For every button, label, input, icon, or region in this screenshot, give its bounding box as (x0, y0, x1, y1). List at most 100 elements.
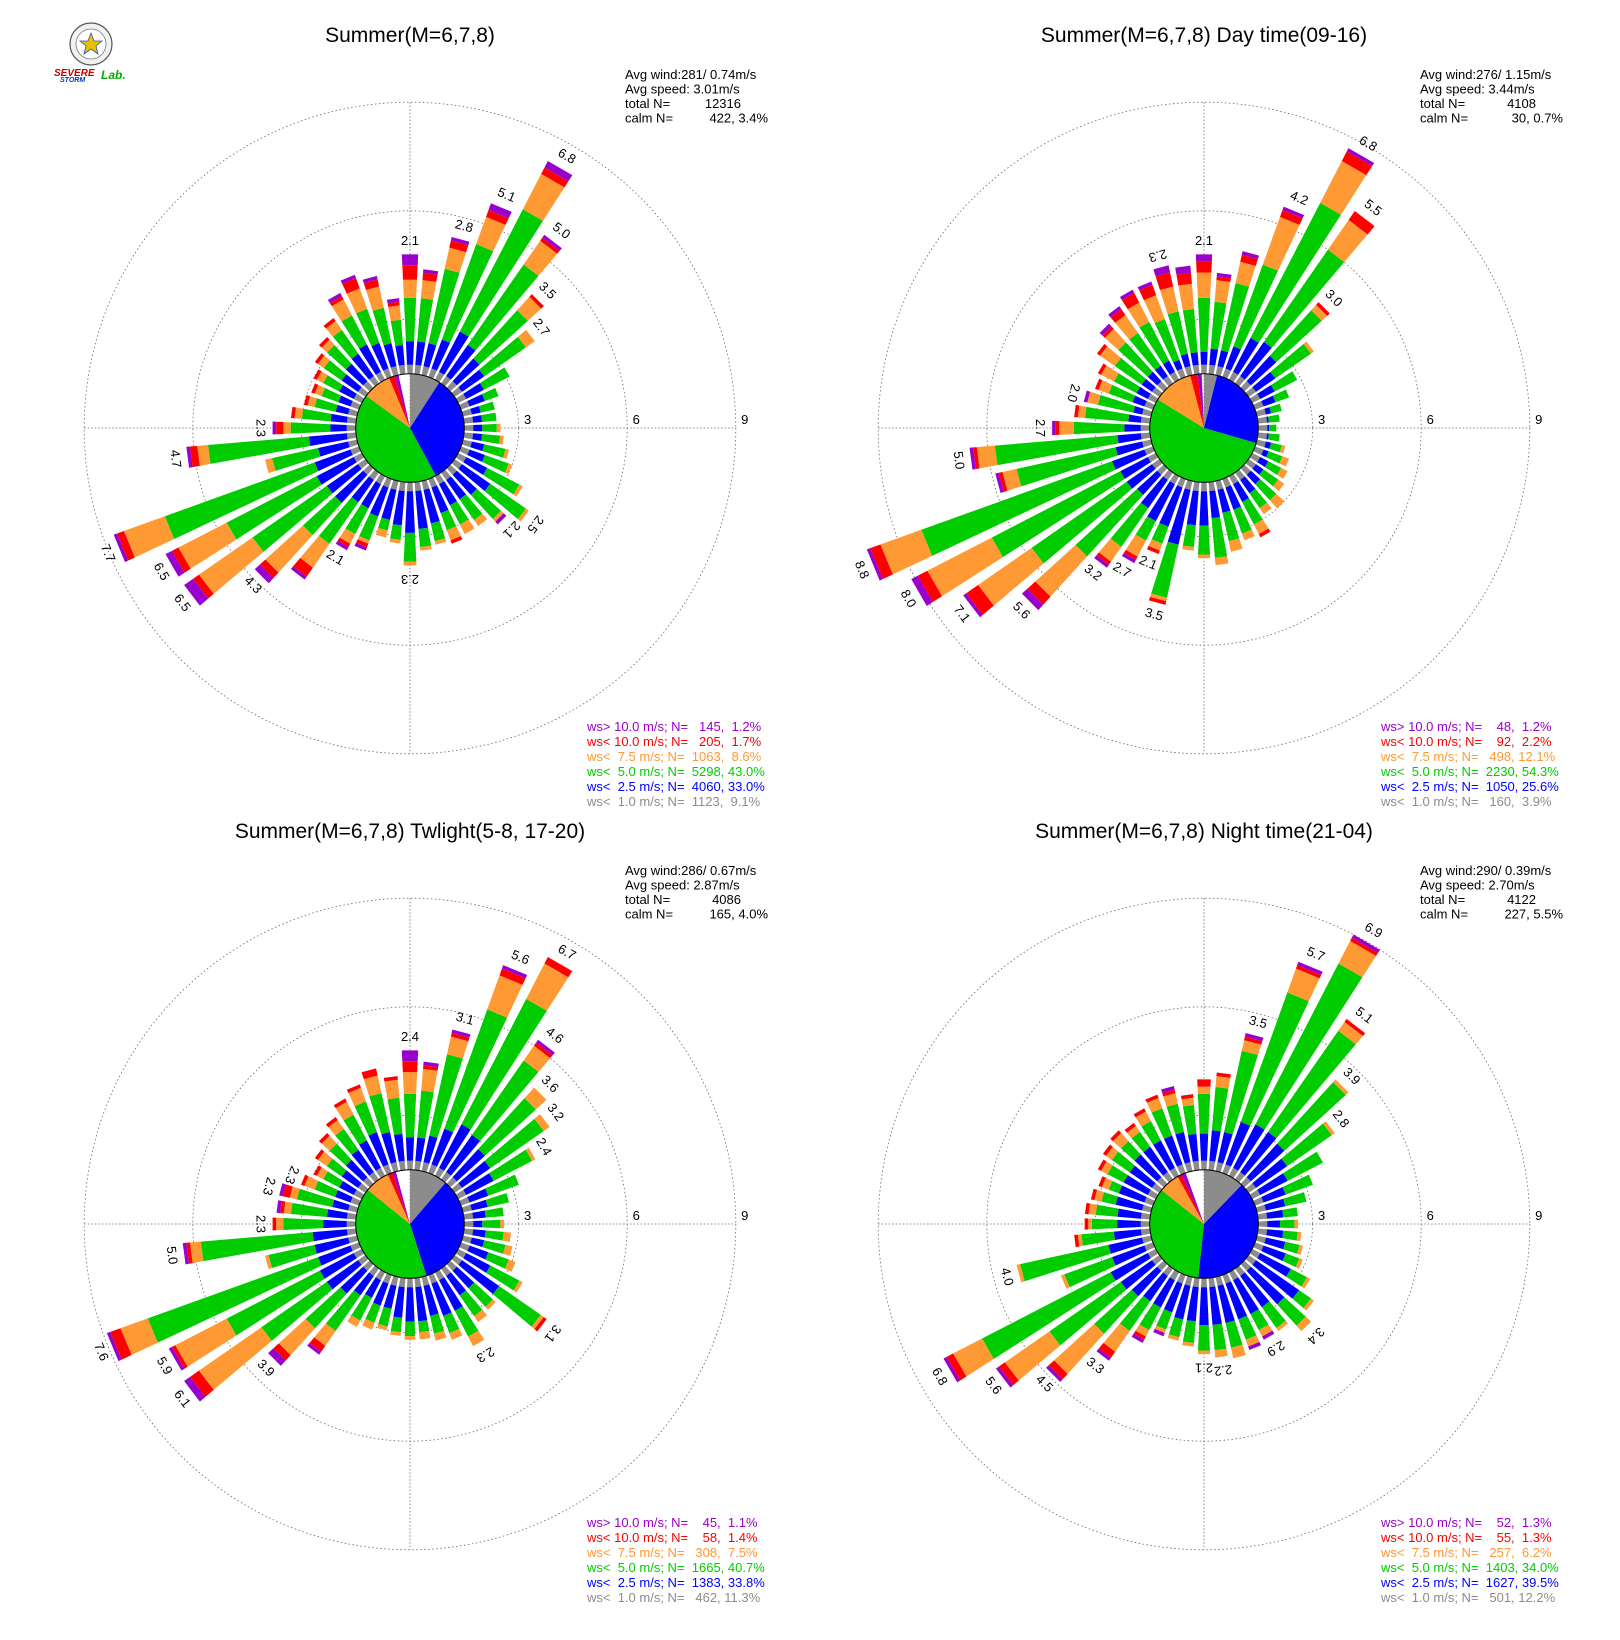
bar-segment-green (467, 264, 539, 351)
bar-segment-gray (1177, 1164, 1186, 1175)
bar-segment-green (1211, 517, 1228, 558)
hub-slice-gray (410, 1169, 446, 1224)
bar-segment-red (313, 1165, 322, 1176)
bar-segment-orange (1303, 1298, 1314, 1311)
bar-segment-blue (1233, 1277, 1259, 1315)
bar-segment-orange (504, 1259, 516, 1272)
bar-segment-orange (403, 561, 417, 566)
bar-segment-orange (503, 1244, 513, 1256)
bar-segment-green (478, 401, 495, 413)
bar-segment-blue (452, 1149, 485, 1182)
stats-value: 4086 (712, 892, 741, 907)
bar-segment-gray (375, 1167, 386, 1179)
bar-segment-orange (1228, 538, 1243, 552)
bar-segment-blue (1147, 371, 1162, 386)
bar-segment-orange (517, 329, 535, 348)
bar-segment-green (261, 1281, 333, 1341)
bar-segment-green (1269, 310, 1322, 363)
bar-segment-green (1283, 1151, 1324, 1181)
bar-segment-orange (1125, 534, 1146, 557)
bar-segment-orange (1087, 391, 1101, 405)
bar-segment-red (486, 210, 509, 225)
bar-segment-gray (1245, 1183, 1257, 1194)
bar-segment-purple (1021, 588, 1044, 611)
bar-segment-orange (328, 1119, 344, 1136)
bar-segment-orange (1245, 1335, 1260, 1347)
bar-segment-gray (1249, 452, 1261, 463)
stats-line: calm N= (625, 907, 673, 922)
bar-segment-orange (1297, 1244, 1304, 1255)
bar-segment-green (1268, 433, 1280, 442)
bar-segment-orange (499, 435, 504, 445)
bar-segment-gray (1144, 1242, 1155, 1251)
bar-segment-gray (383, 477, 392, 488)
bar-segment-red (544, 957, 573, 978)
bar-segment-orange (321, 1135, 337, 1151)
bar-segment-green (272, 448, 321, 471)
bar-segment-green (1094, 1289, 1139, 1334)
bar-segment-gray (414, 1160, 422, 1171)
bar-segment-red (171, 547, 191, 573)
bar-segment-orange (1099, 346, 1122, 367)
bar-segment-green (459, 209, 543, 337)
bar-segment-orange (389, 538, 401, 544)
bar-segment-blue (1267, 1220, 1280, 1228)
bar-segment-blue (1147, 481, 1175, 522)
bar-segment-blue (341, 374, 362, 392)
bar-segment-orange (402, 1072, 418, 1094)
bar-segment-blue (1266, 433, 1269, 440)
bar-segment-green (481, 434, 501, 445)
bar-segment-blue (338, 395, 353, 407)
bar-segment-green (484, 483, 526, 520)
legend-entry-red: ws< 10.0 m/s; N= 58, 1.4% (586, 1530, 758, 1545)
bar-segment-orange (421, 1068, 438, 1093)
bar-segment-blue (371, 342, 389, 371)
bar-segment-orange (384, 1079, 400, 1100)
bar-segment-blue (1190, 352, 1199, 366)
bar-segment-gray (1157, 1177, 1168, 1188)
bar-segment-green (1277, 1082, 1346, 1151)
bar-segment-gray (1234, 469, 1245, 481)
bar-segment-orange (283, 422, 291, 434)
bar-segment-orange (1333, 1079, 1349, 1095)
bar-segment-orange (339, 528, 356, 544)
bar-segment-blue (463, 383, 484, 399)
bar-segment-green (1240, 992, 1309, 1126)
bar-segment-green (428, 268, 460, 346)
bar-segment-gray (461, 439, 472, 448)
bar-segment-orange (1127, 302, 1150, 328)
bar-segment-gray (363, 464, 374, 475)
bar-segment-blue (1240, 476, 1256, 494)
bar-segment-gray (455, 452, 467, 463)
bar-segment-orange (1135, 1324, 1150, 1337)
bar-segment-purple (1052, 420, 1056, 436)
bar-segment-red (309, 1337, 326, 1352)
bar-segment-orange (1322, 1121, 1335, 1136)
bar-segment-orange (375, 528, 388, 538)
bar-segment-blue (368, 1132, 389, 1167)
bar-segment-red (260, 559, 279, 578)
bar-segment-blue (1154, 365, 1168, 380)
bar-value-label: 2.3 (401, 572, 419, 587)
bar-segment-orange (1098, 380, 1113, 394)
bar-segment-blue (1117, 433, 1142, 444)
bar-segment-blue (393, 1286, 405, 1318)
bar-segment-blue (446, 344, 476, 380)
bar-segment-green (1113, 373, 1141, 394)
bar-segment-purple (995, 472, 1004, 493)
bar-segment-orange (289, 1186, 300, 1200)
bar-segment-gray (1151, 387, 1163, 398)
bar-segment-gray (1255, 439, 1266, 448)
legend-entry-green: ws< 5.0 m/s; N= 5298, 43.0% (586, 764, 765, 779)
bar-segment-green (429, 1054, 463, 1138)
bar-segment-blue (1113, 1229, 1142, 1241)
bar-segment-purple (1241, 251, 1260, 260)
bar-segment-blue (339, 1180, 357, 1195)
bar-segment-blue (1162, 360, 1175, 375)
bar-segment-gray (390, 1275, 399, 1286)
bar-segment-blue (1233, 337, 1259, 375)
bar-segment-blue (1118, 1185, 1147, 1203)
bar-segment-blue (1209, 490, 1221, 519)
bar-segment-red (273, 1343, 291, 1361)
bar-segment-purple (1153, 1328, 1165, 1337)
